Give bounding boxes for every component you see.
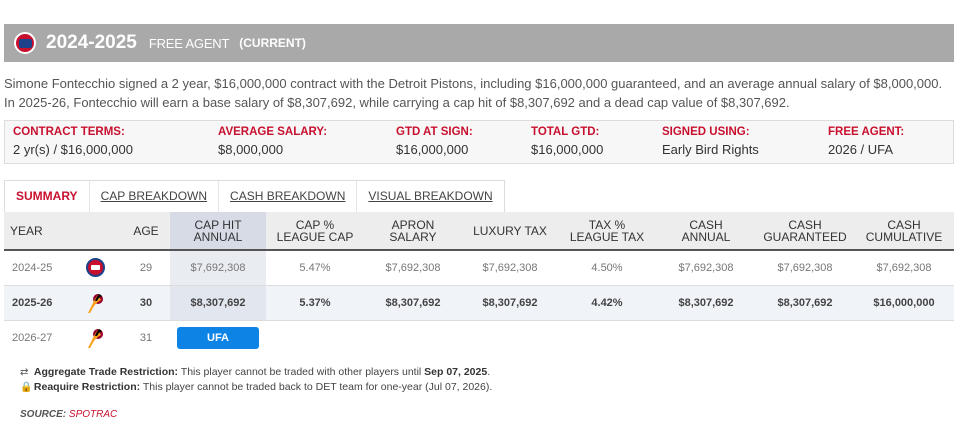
row-tax-pct: 4.50% [558, 250, 656, 286]
contract-summary-table: YEAR AGE CAP HIT ANNUAL CAP % LEAGUE CAP A… [4, 212, 954, 355]
row-cash-cumulative: $7,692,308 [854, 250, 954, 286]
source-label: SOURCE: [20, 409, 67, 420]
pistons-icon[interactable] [85, 258, 105, 278]
row-year: 2024-25 [4, 250, 68, 286]
term-contract-terms: CONTRACT TERMS: 2 yr(s) / $16,000,000 [13, 126, 133, 157]
aggregate-trade-restriction: ⇄ Aggregate Trade Restriction: This play… [20, 366, 491, 378]
col-team [68, 212, 122, 251]
tab-visual-breakdown[interactable]: VISUAL BREAKDOWN [368, 189, 493, 203]
contract-status: FREE AGENT [148, 35, 230, 51]
row-cap-hit: $7,692,308 [170, 250, 266, 286]
reacquire-restriction: 🔒 Reaquire Restriction: This player cann… [20, 381, 493, 393]
term-gtd-at-sign: GTD AT SIGN: $16,000,000 [396, 126, 473, 157]
tab-cash-breakdown[interactable]: CASH BREAKDOWN [219, 181, 358, 212]
row-cap-pct: 5.37% [266, 285, 364, 321]
col-cap-hit[interactable]: CAP HIT ANNUAL [170, 212, 266, 251]
pistons-logo-icon [14, 32, 36, 54]
row-year: 2025-26 [4, 285, 68, 321]
row-apron: $8,307,692 [364, 285, 462, 321]
row-cash-guaranteed: $7,692,308 [756, 250, 854, 286]
col-luxury-tax[interactable]: LUXURY TAX [462, 212, 558, 251]
current-label: (CURRENT) [239, 36, 306, 50]
row-cap-hit: $8,307,692 [170, 285, 266, 321]
row-cash-annual: $8,307,692 [656, 285, 756, 321]
col-tax-pct[interactable]: TAX % LEAGUE TAX [558, 212, 656, 251]
term-free-agent: FREE AGENT: 2026 / UFA [828, 126, 905, 157]
tab-cap-breakdown[interactable]: CAP BREAKDOWN [90, 181, 220, 212]
row-luxury-tax: $7,692,308 [462, 250, 558, 286]
season-title: 2024-2025 [46, 32, 137, 53]
source-note: SOURCE: SPOTRAC [20, 409, 117, 420]
row-age: 29 [122, 250, 170, 286]
col-cap-pct[interactable]: CAP % LEAGUE CAP [266, 212, 364, 251]
col-cash-guaranteed[interactable]: CASH GUARANTEED [756, 212, 854, 251]
contract-terms-bar: CONTRACT TERMS: 2 yr(s) / $16,000,000 AV… [4, 120, 954, 164]
term-signed-using: SIGNED USING: Early Bird Rights [662, 126, 759, 157]
heat-icon[interactable] [85, 327, 105, 349]
lock-icon: 🔒 [20, 382, 33, 393]
restrictions-notes: ⇄ Aggregate Trade Restriction: This play… [20, 365, 492, 395]
trade-restriction-icon: ⇄ [20, 367, 29, 378]
contract-description: Simone Fontecchio signed a 2 year, $16,0… [4, 76, 943, 110]
row-cash-annual: $7,692,308 [656, 250, 756, 286]
col-age[interactable]: AGE [122, 212, 170, 251]
row-age: 31 [139, 331, 153, 344]
row-cash-cumulative: $16,000,000 [854, 285, 954, 321]
row-luxury-tax: $8,307,692 [462, 285, 558, 321]
table-header-row: YEAR AGE CAP HIT ANNUAL CAP % LEAGUE CAP A… [4, 212, 954, 251]
table-row: 2026-27 31 UFA [4, 320, 954, 355]
row-cash-guaranteed: $8,307,692 [756, 285, 854, 321]
table-row: 2025-26 30 $8,307,692 5.37% $8,307,692 $… [4, 285, 954, 321]
heat-icon[interactable] [85, 292, 105, 314]
tab-summary[interactable]: SUMMARY [5, 181, 90, 212]
col-apron-salary[interactable]: APRON SALARY [364, 212, 462, 251]
ufa-badge: UFA [177, 326, 259, 349]
col-year[interactable]: YEAR [4, 212, 68, 251]
row-age: 30 [122, 285, 170, 321]
source-link[interactable]: SPOTRAC [68, 409, 118, 420]
row-cap-pct: 5.47% [266, 250, 364, 286]
contract-header-bar: 2024-2025 FREE AGENT (CURRENT) [4, 24, 954, 62]
table-row: 2024-25 29 $7,692,308 5.47% $7,692,308 $… [4, 250, 954, 286]
col-cash-cumulative[interactable]: CASH CUMULATIVE [854, 212, 954, 251]
breakdown-tabs: SUMMARY CAP BREAKDOWN CASH BREAKDOWN VIS… [4, 180, 505, 212]
row-year: 2026-27 [12, 331, 53, 344]
term-total-gtd: TOTAL GTD: $16,000,000 [531, 126, 604, 157]
row-tax-pct: 4.42% [558, 285, 656, 321]
row-apron: $7,692,308 [364, 250, 462, 286]
term-average-salary: AVERAGE SALARY: $8,000,000 [218, 126, 328, 157]
col-cash-annual[interactable]: CASH ANNUAL [656, 212, 756, 251]
